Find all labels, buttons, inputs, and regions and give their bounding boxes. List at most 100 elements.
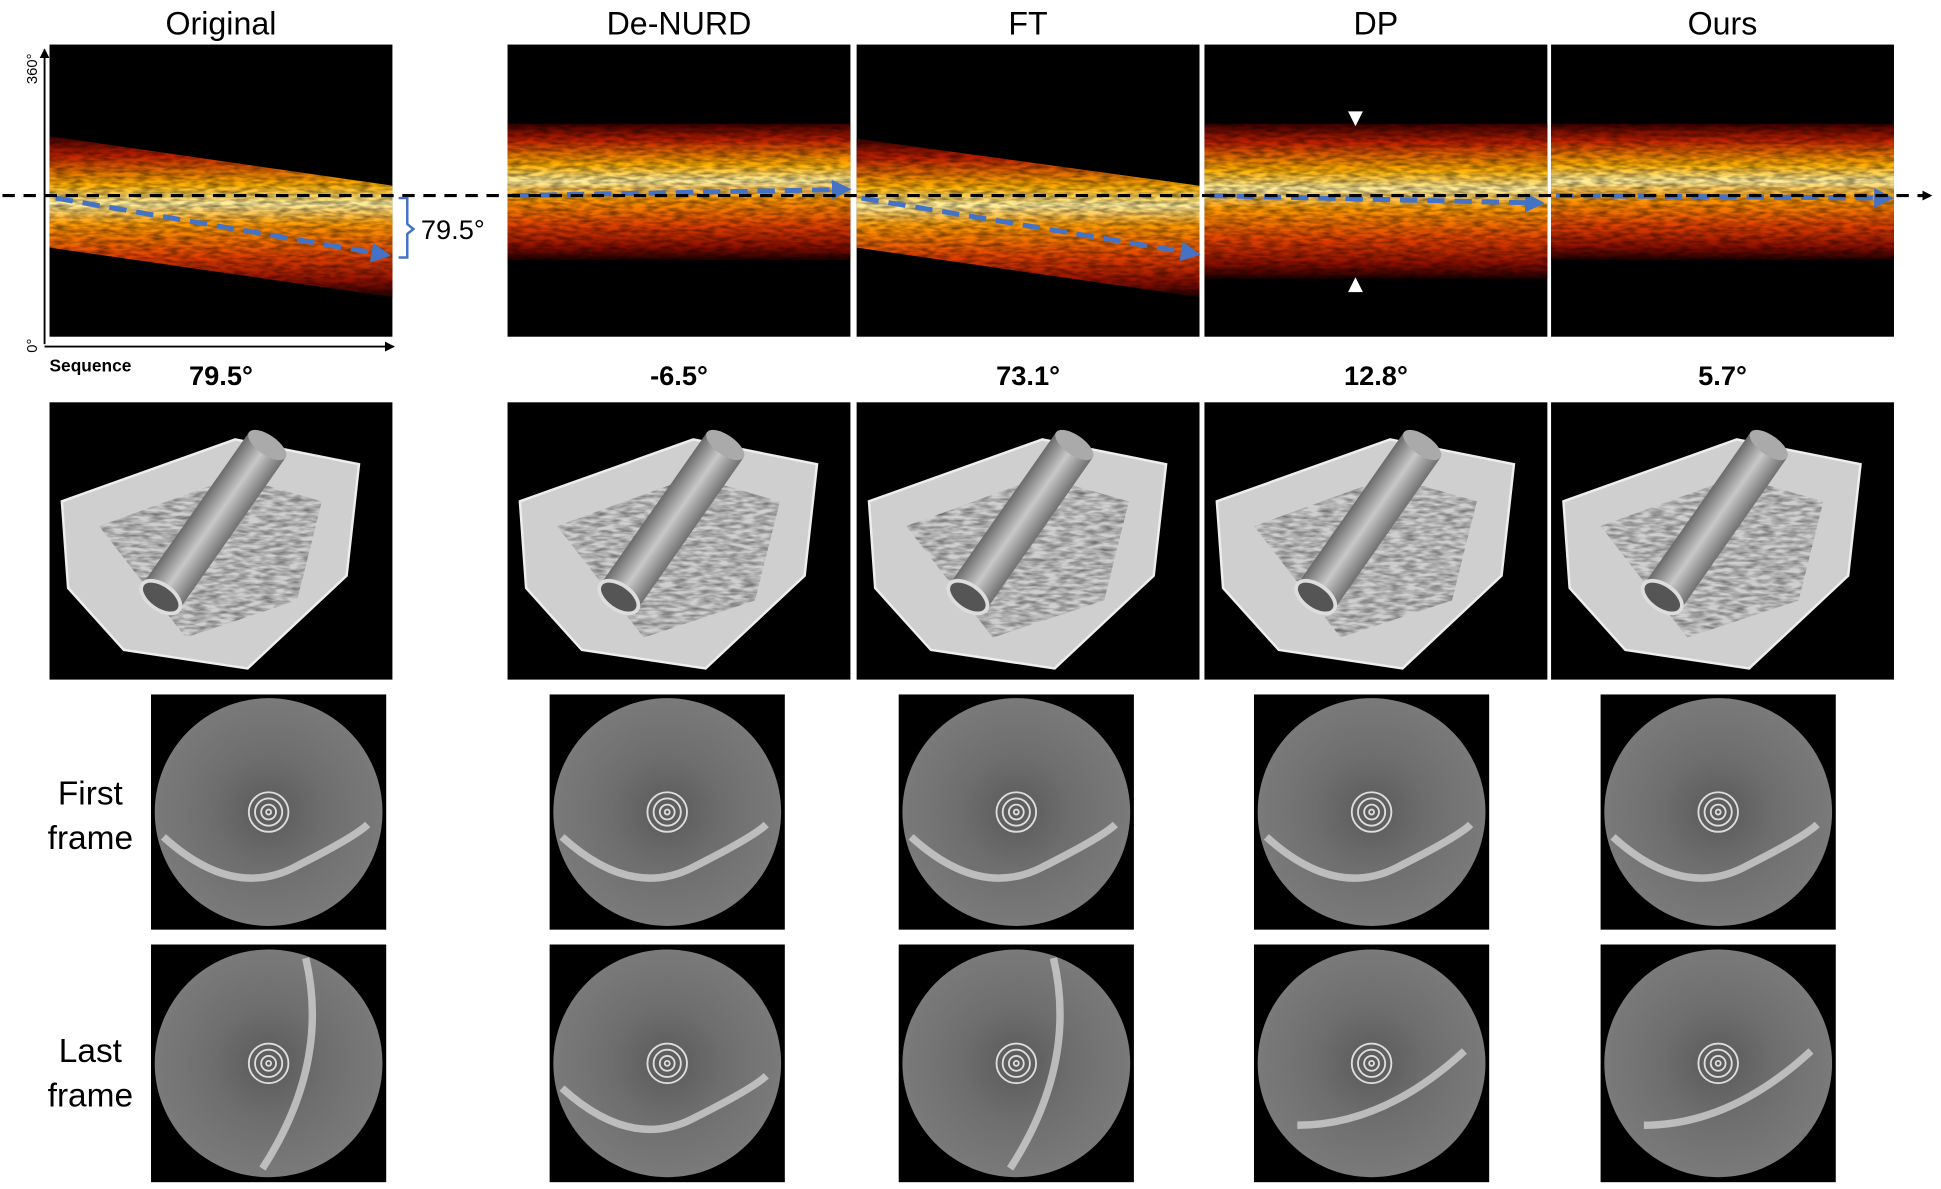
- frame-disc: [154, 698, 383, 926]
- column-title: DP: [1354, 6, 1399, 42]
- catheter-ring: [1350, 1042, 1393, 1085]
- catheter-ring: [646, 1042, 688, 1085]
- catheter-ring: [1357, 797, 1387, 827]
- vessel-wall: [1643, 1048, 1814, 1129]
- catheter-ring: [995, 1042, 1038, 1085]
- trend-arrow: [861, 195, 1201, 262]
- catheter-ring: [1714, 808, 1722, 816]
- catheter-ring: [1368, 1059, 1375, 1067]
- catheter-ring: [260, 803, 277, 821]
- catheter-ring: [254, 797, 284, 827]
- catheter-top: [1055, 429, 1094, 461]
- angle-value: 5.7°: [1698, 360, 1747, 391]
- catheter-ring: [995, 791, 1038, 833]
- catheter-ring: [260, 1054, 277, 1072]
- heatmap-texture: [856, 138, 1200, 298]
- catheter-ring: [1357, 1048, 1387, 1078]
- catheter-body: [600, 432, 744, 610]
- axis-top-label: 360°: [25, 53, 41, 84]
- vessel-wall: [559, 821, 769, 882]
- catheter-ring: [1350, 791, 1393, 833]
- marker-down: [1348, 111, 1363, 127]
- catheter-ring: [247, 1042, 290, 1085]
- axis-bottom-label: 0°: [25, 339, 41, 353]
- catheter-ring: [658, 803, 676, 821]
- catheter-body: [1644, 432, 1788, 610]
- catheter-body: [1297, 432, 1441, 610]
- trend-arrow: [1209, 192, 1545, 213]
- catheter-ring: [663, 808, 671, 816]
- catheter: [1294, 429, 1442, 616]
- vessel-wall: [160, 821, 371, 882]
- row-label: First: [58, 776, 124, 813]
- frame-disc: [902, 949, 1131, 1178]
- vessel-wall: [1263, 821, 1474, 882]
- angle-value: 79.5°: [189, 360, 253, 391]
- catheter-ring: [646, 791, 688, 833]
- catheter-ring: [1363, 803, 1380, 821]
- catheter-ring: [1368, 808, 1375, 816]
- vessel-wall: [908, 821, 1118, 882]
- catheter-ring: [1697, 1042, 1739, 1085]
- catheter-body: [142, 432, 286, 610]
- catheter-ring: [1012, 1059, 1020, 1067]
- catheter-end: [597, 578, 641, 616]
- angle-bracket: [398, 196, 416, 259]
- catheter-ring: [1697, 791, 1739, 833]
- catheter-ring: [265, 1059, 273, 1067]
- catheter-top: [706, 429, 745, 461]
- catheter-end: [139, 578, 183, 616]
- catheter-ring: [1363, 1054, 1380, 1072]
- frame-disc: [154, 949, 383, 1178]
- catheter-body: [949, 432, 1093, 610]
- catheter-top: [248, 429, 287, 461]
- catheter-ring: [1007, 1054, 1025, 1072]
- catheter-end: [1294, 578, 1338, 616]
- catheter-end: [946, 578, 990, 616]
- catheter-ring: [1001, 797, 1031, 827]
- catheter: [1640, 429, 1788, 616]
- catheter-end: [1640, 578, 1684, 616]
- catheter-ring: [1001, 1048, 1031, 1078]
- column-title: De-NURD: [607, 6, 752, 42]
- frame-disc: [1257, 949, 1486, 1178]
- vessel-wall: [1297, 1048, 1467, 1129]
- catheter: [597, 429, 745, 616]
- catheter-ring: [652, 1048, 682, 1078]
- catheter-top: [1403, 429, 1442, 461]
- catheter-ring: [1703, 797, 1733, 827]
- frame-disc: [1257, 698, 1486, 926]
- frame-disc: [902, 698, 1131, 926]
- catheter-ring: [1714, 1059, 1722, 1067]
- frame-disc: [553, 698, 782, 926]
- vessel-wall: [1610, 821, 1820, 882]
- catheter-ring: [1703, 1048, 1733, 1078]
- catheter-ring: [652, 797, 682, 827]
- catheter-ring: [1012, 808, 1020, 816]
- heatmap-texture: [49, 136, 393, 298]
- frame-disc: [553, 949, 782, 1178]
- catheter-ring: [265, 808, 273, 816]
- catheter-ring: [1007, 803, 1025, 821]
- catheter-ring: [1709, 803, 1727, 821]
- vessel-wall: [559, 1072, 769, 1134]
- column-title: Original: [166, 6, 277, 42]
- catheter-ring: [663, 1059, 671, 1067]
- bracket-label: 79.5°: [421, 214, 485, 245]
- catheter-ring: [247, 791, 290, 833]
- catheter: [139, 429, 287, 616]
- row-label: frame: [48, 1078, 133, 1115]
- marker-up: [1348, 277, 1363, 293]
- catheter-ring: [658, 1054, 676, 1072]
- angle-value: 12.8°: [1344, 360, 1408, 391]
- catheter-top: [1749, 429, 1788, 461]
- row-label: Last: [59, 1033, 123, 1070]
- frame-disc: [1604, 949, 1833, 1178]
- trend-arrow: [512, 179, 852, 200]
- row-label: frame: [48, 820, 133, 857]
- vessel-wall: [1006, 957, 1064, 1171]
- catheter-ring: [254, 1048, 284, 1078]
- angle-value: -6.5°: [650, 360, 708, 391]
